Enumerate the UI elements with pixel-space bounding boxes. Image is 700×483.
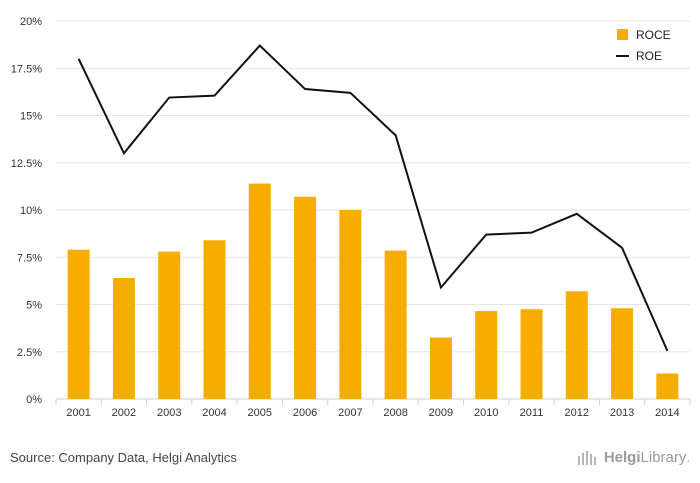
roce-bar (384, 250, 407, 399)
roce-bar (429, 337, 452, 399)
x-tick-label: 2005 (248, 407, 272, 419)
y-tick-label: 17.5% (11, 63, 42, 75)
legend-roe-label: ROE (636, 49, 662, 63)
y-tick-label: 7.5% (17, 252, 42, 264)
y-tick-label: 2.5% (17, 347, 42, 359)
roce-bar (475, 311, 498, 399)
x-tick-label: 2002 (112, 407, 136, 419)
roce-bar (294, 196, 317, 399)
legend-roce-swatch (617, 29, 628, 40)
y-tick-label: 10% (20, 205, 42, 217)
roce-bar (248, 183, 271, 399)
y-tick-label: 12.5% (11, 158, 42, 170)
x-tick-label: 2001 (66, 407, 90, 419)
roce-bar (656, 373, 679, 399)
roce-bars (67, 183, 679, 399)
y-axis: 0% 2.5% 5% 7.5% 10% 12.5% 15% 17.5% 20% (11, 16, 42, 406)
brand-library: Library (640, 449, 687, 466)
roce-bar (520, 309, 543, 399)
roe-line (77, 44, 669, 352)
x-tick-label: 2013 (610, 407, 634, 419)
grid-lines (56, 20, 690, 400)
roce-bar (611, 308, 634, 399)
x-tick-label: 2003 (157, 407, 181, 419)
brand-logo[interactable]: HelgiLibrary. (577, 449, 690, 466)
roe-line-group (77, 44, 669, 352)
brand-helgi: Helgi (603, 449, 641, 466)
roce-bar (565, 291, 588, 399)
x-tick-label: 2006 (293, 407, 317, 419)
legend-roce-label: ROCE (636, 28, 671, 42)
roce-bar (67, 249, 90, 399)
x-tick-label: 2014 (655, 407, 679, 419)
x-axis: 2001 2002 2003 2004 2005 2006 2007 2008 2009 2010… (55, 399, 691, 419)
x-tick-label: 2008 (383, 407, 407, 419)
x-tick-label: 2010 (474, 407, 498, 419)
x-tick-label: 2011 (520, 407, 544, 419)
helgi-library-icon (577, 450, 596, 465)
roce-bar (203, 240, 226, 399)
y-tick-label: 20% (20, 16, 42, 28)
y-tick-label: 5% (26, 300, 42, 312)
source-note: Source: Company Data, Helgi Analytics (10, 450, 237, 465)
brand-dot: . (686, 450, 690, 465)
x-tick-label: 2007 (338, 407, 362, 419)
roce-bar (112, 278, 135, 399)
x-tick-label: 2009 (429, 407, 453, 419)
roce-bar (339, 210, 362, 399)
legend: ROCE ROE (616, 28, 671, 63)
y-tick-label: 0% (26, 394, 42, 406)
y-tick-label: 15% (20, 111, 42, 123)
roce-bar (158, 251, 181, 399)
x-tick-label: 2004 (202, 407, 226, 419)
x-tick-label: 2012 (565, 407, 589, 419)
chart: 0% 2.5% 5% 7.5% 10% 12.5% 15% 17.5% 20% 2001 2002… (11, 16, 691, 419)
